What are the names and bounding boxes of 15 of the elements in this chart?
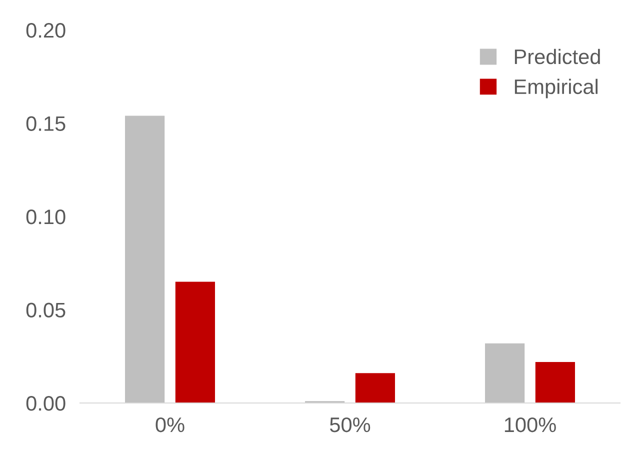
legend-label: Empirical	[514, 78, 598, 98]
y-tick-label: 0.10	[26, 210, 66, 224]
legend-label: Predicted	[514, 48, 600, 64]
bar	[535, 362, 575, 403]
bar	[125, 116, 165, 403]
y-tick-label: 0.15	[26, 116, 66, 132]
bar	[175, 282, 215, 403]
y-tick-label: 0.00	[26, 396, 66, 411]
bar	[355, 373, 395, 403]
x-tick-label: 100%	[504, 417, 556, 432]
x-tick-label: 50%	[330, 417, 370, 432]
y-tick-label: 0.20	[26, 23, 66, 38]
bar	[485, 343, 525, 403]
x-tick-label: 0%	[156, 417, 184, 432]
y-tick-label: 0.05	[26, 302, 66, 318]
